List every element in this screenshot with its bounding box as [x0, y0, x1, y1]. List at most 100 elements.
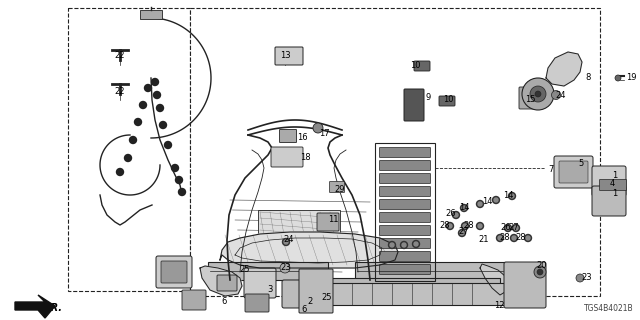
- Text: 17: 17: [319, 129, 330, 138]
- FancyBboxPatch shape: [559, 161, 588, 183]
- Text: FR.: FR.: [45, 303, 63, 313]
- Circle shape: [129, 137, 136, 143]
- Text: 9: 9: [426, 93, 431, 102]
- FancyBboxPatch shape: [380, 199, 431, 210]
- Text: 28: 28: [516, 234, 526, 243]
- Circle shape: [152, 78, 159, 85]
- Circle shape: [478, 224, 482, 228]
- Circle shape: [512, 236, 516, 240]
- Circle shape: [454, 213, 458, 217]
- Text: 1: 1: [612, 171, 617, 180]
- Text: 10: 10: [410, 60, 420, 69]
- Circle shape: [154, 92, 161, 99]
- FancyBboxPatch shape: [380, 148, 431, 157]
- Text: 6: 6: [221, 298, 227, 307]
- Bar: [208, 262, 328, 280]
- Circle shape: [175, 177, 182, 183]
- Circle shape: [172, 164, 179, 172]
- Circle shape: [504, 225, 511, 231]
- FancyBboxPatch shape: [161, 261, 187, 283]
- Text: 18: 18: [300, 154, 310, 163]
- FancyBboxPatch shape: [380, 252, 431, 261]
- FancyBboxPatch shape: [68, 8, 190, 291]
- Circle shape: [140, 101, 147, 108]
- Text: 29: 29: [335, 186, 345, 195]
- Text: 12: 12: [493, 300, 504, 309]
- Polygon shape: [15, 295, 55, 318]
- Bar: [355, 262, 505, 280]
- Circle shape: [461, 222, 468, 229]
- Polygon shape: [200, 266, 242, 296]
- FancyBboxPatch shape: [275, 47, 303, 65]
- FancyBboxPatch shape: [592, 166, 626, 196]
- FancyBboxPatch shape: [380, 265, 431, 275]
- Text: 22: 22: [115, 51, 125, 60]
- FancyBboxPatch shape: [554, 156, 593, 188]
- Circle shape: [390, 243, 394, 247]
- Circle shape: [157, 105, 163, 111]
- FancyBboxPatch shape: [380, 187, 431, 196]
- Text: 6: 6: [301, 306, 307, 315]
- Text: 23: 23: [281, 263, 291, 273]
- FancyBboxPatch shape: [271, 147, 303, 167]
- Circle shape: [116, 169, 124, 175]
- FancyBboxPatch shape: [380, 238, 431, 249]
- FancyBboxPatch shape: [439, 96, 455, 106]
- Circle shape: [282, 238, 289, 245]
- Polygon shape: [220, 232, 398, 268]
- FancyBboxPatch shape: [217, 275, 237, 291]
- Bar: [375, 143, 435, 281]
- Circle shape: [448, 224, 452, 228]
- FancyBboxPatch shape: [380, 161, 431, 171]
- Circle shape: [388, 242, 396, 249]
- Polygon shape: [546, 52, 582, 86]
- Circle shape: [159, 122, 166, 129]
- Circle shape: [280, 263, 290, 273]
- Text: 28: 28: [440, 220, 451, 229]
- Text: 7: 7: [548, 165, 554, 174]
- FancyBboxPatch shape: [380, 173, 431, 183]
- FancyBboxPatch shape: [414, 61, 430, 71]
- Circle shape: [537, 269, 543, 275]
- Circle shape: [460, 231, 464, 235]
- Circle shape: [552, 91, 561, 100]
- Circle shape: [615, 75, 621, 81]
- Circle shape: [535, 91, 541, 97]
- FancyBboxPatch shape: [600, 180, 627, 190]
- Polygon shape: [480, 264, 508, 295]
- Text: 14: 14: [459, 204, 469, 212]
- Text: 8: 8: [586, 74, 591, 83]
- FancyBboxPatch shape: [299, 269, 333, 313]
- Text: 14: 14: [482, 196, 492, 205]
- Text: 21: 21: [479, 236, 489, 244]
- Text: 26: 26: [500, 223, 511, 233]
- FancyBboxPatch shape: [190, 8, 600, 296]
- Text: 24: 24: [556, 92, 566, 100]
- Bar: [258, 210, 340, 260]
- Text: 19: 19: [626, 74, 637, 83]
- Circle shape: [477, 201, 483, 207]
- Text: 13: 13: [280, 51, 291, 60]
- Text: 2: 2: [307, 298, 312, 307]
- Text: 25: 25: [322, 293, 332, 302]
- Circle shape: [179, 188, 186, 196]
- Circle shape: [511, 235, 518, 242]
- Circle shape: [401, 242, 408, 249]
- Circle shape: [525, 235, 531, 242]
- Bar: [330, 278, 500, 292]
- Circle shape: [522, 78, 554, 110]
- FancyBboxPatch shape: [404, 89, 424, 121]
- Text: 11: 11: [328, 214, 339, 223]
- Text: 28: 28: [500, 234, 510, 243]
- Circle shape: [494, 198, 498, 202]
- Text: TGS4B4021B: TGS4B4021B: [584, 304, 634, 313]
- Circle shape: [510, 194, 514, 198]
- Text: 4: 4: [610, 180, 615, 188]
- Circle shape: [284, 240, 288, 244]
- Text: 22: 22: [115, 87, 125, 97]
- Circle shape: [478, 202, 482, 206]
- Circle shape: [530, 86, 546, 102]
- Text: 16: 16: [297, 133, 307, 142]
- Circle shape: [452, 212, 460, 219]
- Bar: [140, 10, 162, 19]
